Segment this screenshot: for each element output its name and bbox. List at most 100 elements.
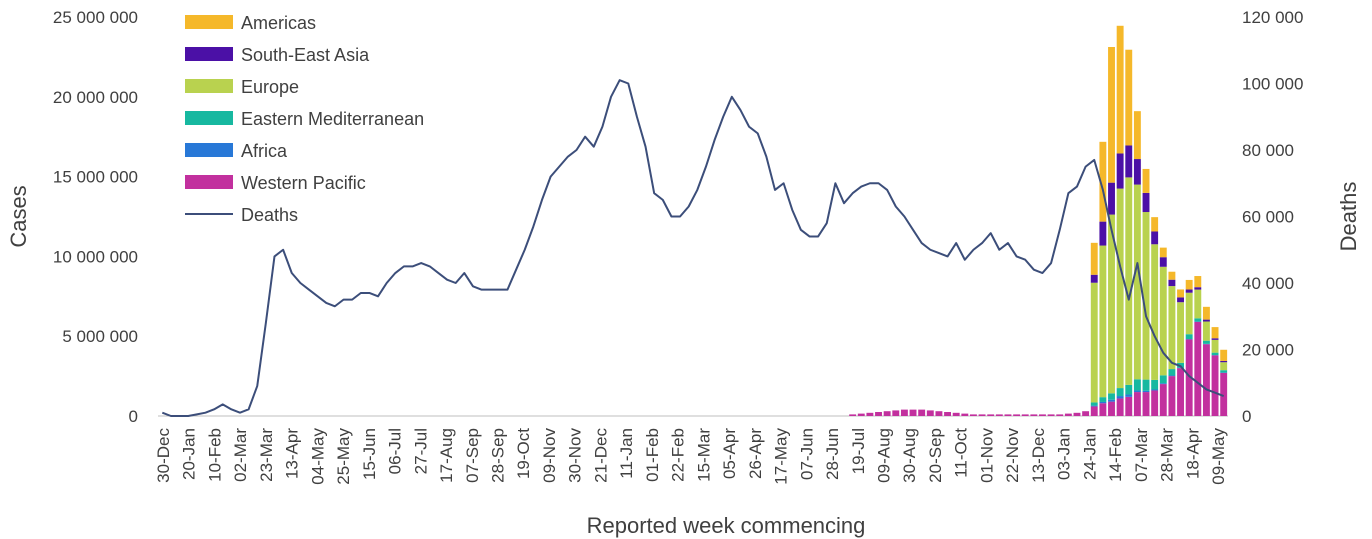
legend-swatch <box>185 47 233 61</box>
y2-tick-label: 80 000 <box>1242 141 1294 160</box>
bar-western-pacific <box>1039 414 1046 416</box>
bar-americas <box>1194 276 1202 288</box>
x-tick-label: 05-Apr <box>720 428 739 479</box>
bar-americas <box>1159 247 1167 258</box>
bar-western-pacific <box>1211 355 1219 416</box>
bar-south-east-asia <box>1202 319 1210 322</box>
bar-western-pacific <box>969 414 977 416</box>
bar-south-east-asia <box>1125 145 1133 178</box>
x-tick-label: 23-Mar <box>257 428 276 482</box>
bar-western-pacific <box>987 414 995 416</box>
x-tick-label: 20-Sep <box>926 428 945 483</box>
bar-western-pacific <box>1108 401 1115 416</box>
bar-south-east-asia <box>1211 338 1219 340</box>
bar-eastern-mediterranean <box>1108 393 1115 400</box>
bar-western-pacific <box>952 412 960 416</box>
bar-western-pacific <box>918 409 926 416</box>
x-tick-label: 13-Apr <box>283 428 302 479</box>
bar-americas <box>1142 168 1150 193</box>
bar-europe <box>1159 266 1167 376</box>
bar-europe <box>1168 286 1176 370</box>
legend-swatch <box>185 79 233 93</box>
bar-americas <box>1133 111 1141 160</box>
y2-tick-label: 60 000 <box>1242 208 1294 227</box>
bar-americas <box>1125 49 1133 146</box>
bar-western-pacific <box>1133 392 1141 416</box>
bar-eastern-mediterranean <box>1185 334 1193 339</box>
bar-eastern-mediterranean <box>1133 379 1141 391</box>
x-tick-label: 28-Mar <box>1158 428 1177 482</box>
x-tick-label: 01-Feb <box>643 428 662 482</box>
y2-tick-label: 40 000 <box>1242 274 1294 293</box>
x-tick-label: 30-Dec <box>154 428 173 483</box>
bar-eastern-mediterranean <box>1116 388 1124 397</box>
bar-africa <box>1142 390 1150 393</box>
x-tick-label: 25-May <box>334 428 353 485</box>
y-tick-label: 15 000 000 <box>53 168 138 187</box>
y2-tick-label: 20 000 <box>1242 341 1294 360</box>
bar-western-pacific <box>995 414 1003 416</box>
x-axis-title: Reported week commencing <box>587 513 866 538</box>
bar-western-pacific <box>1168 376 1176 416</box>
bar-eastern-mediterranean <box>1159 375 1167 384</box>
bar-americas <box>1168 271 1176 280</box>
y-tick-label: 10 000 000 <box>53 247 138 266</box>
x-tick-label: 07-Mar <box>1132 428 1151 482</box>
x-tick-label: 19-Oct <box>514 428 533 479</box>
x-tick-label: 13-Dec <box>1029 428 1048 483</box>
bar-western-pacific <box>978 414 986 416</box>
bar-eastern-mediterranean <box>1151 379 1159 390</box>
legend-label: Americas <box>241 13 316 33</box>
bar-south-east-asia <box>1168 279 1176 287</box>
x-tick-label: 17-May <box>772 428 791 485</box>
y-tick-label: 0 <box>129 407 138 426</box>
x-tick-label: 04-May <box>308 428 327 485</box>
x-tick-label: 09-May <box>1209 428 1228 485</box>
bar-western-pacific <box>1194 321 1202 416</box>
bar-europe <box>1185 292 1193 335</box>
bar-americas <box>1108 47 1115 183</box>
legend-swatch <box>185 175 233 189</box>
x-tick-label: 22-Feb <box>669 428 688 482</box>
bar-western-pacific <box>866 412 874 416</box>
bar-western-pacific <box>1177 368 1184 416</box>
x-tick-label: 10-Feb <box>205 428 224 482</box>
bar-western-pacific <box>1047 414 1055 416</box>
bar-africa <box>1090 405 1098 407</box>
bar-western-pacific <box>1159 384 1167 416</box>
legend-label: Eastern Mediterranean <box>241 109 424 129</box>
bar-americas <box>1202 306 1210 320</box>
bar-europe <box>1125 177 1133 385</box>
legend-swatch <box>185 111 233 125</box>
x-tick-label: 14-Feb <box>1106 428 1125 482</box>
x-tick-label: 26-Apr <box>746 428 765 479</box>
bar-western-pacific <box>1202 344 1210 416</box>
bar-western-pacific <box>875 412 882 416</box>
bar-south-east-asia <box>1185 289 1193 293</box>
legend-label: Deaths <box>241 205 298 225</box>
bar-western-pacific <box>1116 398 1124 416</box>
bar-europe <box>1133 184 1141 380</box>
x-tick-label: 09-Nov <box>540 428 559 483</box>
bar-western-pacific <box>1185 339 1193 416</box>
legend-label: South-East Asia <box>241 45 370 65</box>
bar-western-pacific <box>1021 414 1029 416</box>
bar-western-pacific <box>900 409 908 416</box>
bar-western-pacific <box>1090 406 1098 416</box>
x-tick-label: 19-Jul <box>849 428 868 474</box>
bar-western-pacific <box>1082 411 1090 416</box>
bar-western-pacific <box>849 414 857 416</box>
bar-americas <box>1185 279 1193 290</box>
bar-south-east-asia <box>1194 287 1202 290</box>
bar-western-pacific <box>935 411 943 416</box>
x-tick-label: 18-Apr <box>1183 428 1202 479</box>
bar-africa <box>1116 396 1124 399</box>
x-tick-label: 03-Jan <box>1055 428 1074 480</box>
legend-label: Western Pacific <box>241 173 366 193</box>
bar-americas <box>1211 327 1219 339</box>
bar-americas <box>1090 242 1098 275</box>
y2-tick-label: 0 <box>1242 407 1251 426</box>
x-tick-label: 11-Jan <box>617 428 636 479</box>
